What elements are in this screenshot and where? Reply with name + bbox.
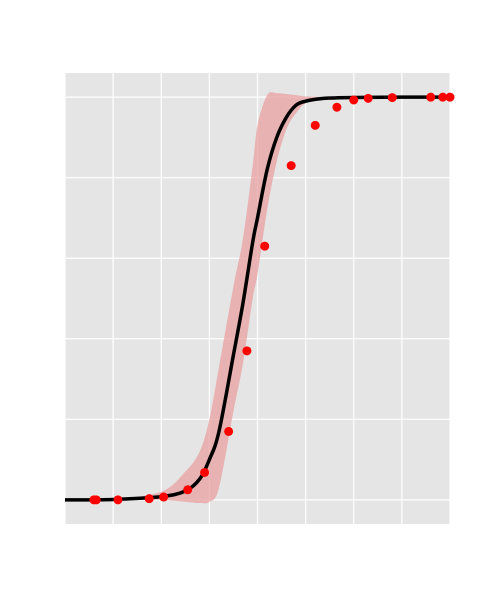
data-point — [144, 494, 154, 504]
data-point — [260, 241, 270, 251]
data-point — [445, 92, 455, 102]
data-point — [113, 495, 123, 505]
data-point — [349, 95, 359, 105]
data-point — [286, 161, 296, 171]
data-point — [91, 495, 101, 505]
data-point — [387, 93, 397, 103]
data-point — [332, 102, 342, 112]
data-point — [426, 92, 436, 102]
data-points — [89, 92, 455, 505]
grid-lines — [64, 73, 451, 524]
data-point — [200, 467, 210, 477]
data-point — [363, 93, 373, 103]
data-point — [438, 92, 448, 102]
data-point — [183, 485, 193, 495]
data-point — [224, 426, 234, 436]
data-point — [310, 120, 320, 130]
data-point — [159, 492, 169, 502]
confidence-band — [65, 92, 450, 504]
data-point — [242, 346, 252, 356]
